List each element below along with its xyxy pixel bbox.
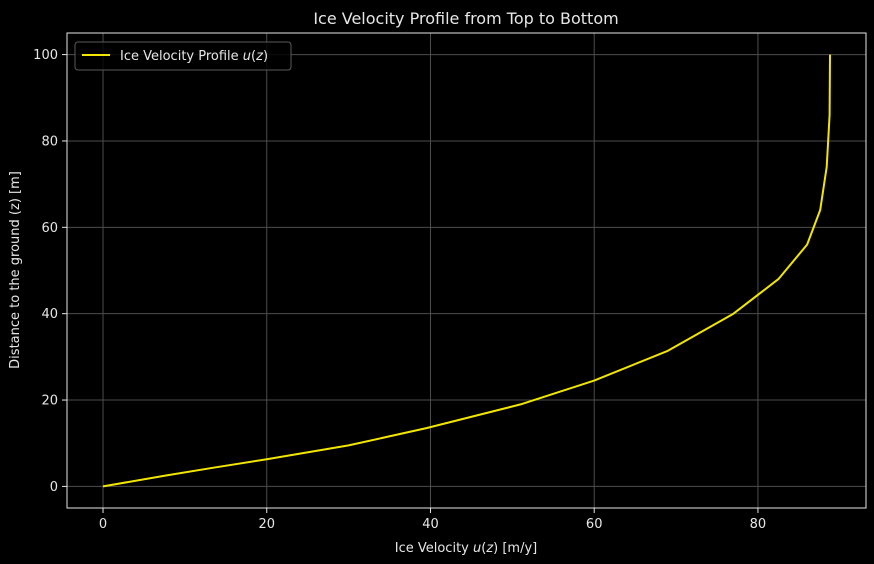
series-layer <box>102 54 831 488</box>
legend-entry-label: Ice Velocity Profile u(z) <box>120 49 268 64</box>
x-tick-label: 40 <box>422 517 439 532</box>
x-tick-label: 60 <box>586 517 603 532</box>
y-tick-label: 20 <box>41 394 58 409</box>
series-line-ice-velocity <box>102 54 831 488</box>
y-tick-label: 40 <box>41 307 58 322</box>
y-tick-label: 100 <box>33 48 58 63</box>
x-tick-label: 20 <box>258 517 275 532</box>
chart-title: Ice Velocity Profile from Top to Bottom <box>313 9 618 28</box>
x-tick-label: 0 <box>99 517 107 532</box>
ticks: 0 20 40 60 80 0 20 40 60 80 100 <box>33 48 766 532</box>
legend-box <box>74 41 292 71</box>
y-tick-label: 80 <box>41 134 58 149</box>
plot-frame <box>66 32 867 509</box>
y-tick-label: 0 <box>50 480 58 495</box>
legend: Ice Velocity Profile u(z) <box>74 41 292 71</box>
x-tick-label: 80 <box>750 517 767 532</box>
x-axis-label: Ice Velocity u(z) [m/y] <box>395 541 538 556</box>
y-tick-label: 60 <box>41 221 58 236</box>
y-axis-label: Distance to the ground (z) [m] <box>8 171 23 369</box>
